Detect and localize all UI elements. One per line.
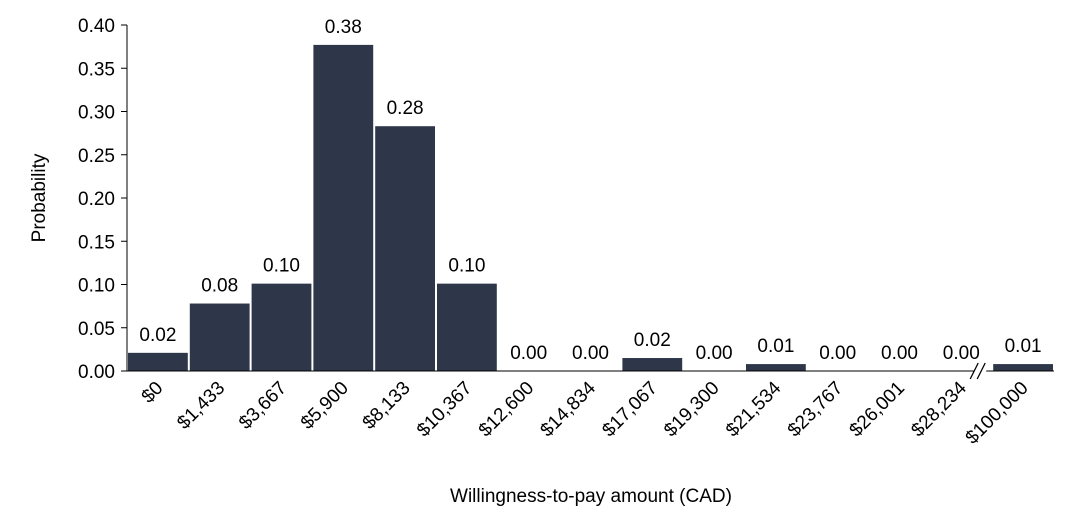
x-tick-label: $23,767 [784, 378, 847, 441]
data-label: 0.00 [819, 343, 856, 364]
y-tick-label: 0.20 [78, 189, 115, 210]
data-label: 0.28 [387, 98, 424, 119]
x-tick-label: $26,001 [846, 378, 909, 441]
x-tick-label: $8,133 [359, 378, 415, 434]
x-tick-label: $19,300 [660, 378, 723, 441]
bar [313, 44, 374, 372]
data-label: 0.10 [448, 256, 485, 277]
x-tick-label: $3,667 [235, 378, 291, 434]
x-tick-label: $28,234 [907, 377, 971, 441]
y-tick-label: 0.35 [78, 59, 115, 80]
data-label: 0.00 [696, 343, 733, 364]
x-tick-label: $17,067 [598, 378, 661, 441]
data-label: 0.02 [634, 330, 671, 351]
data-label: 0.00 [510, 343, 547, 364]
data-label: 0.10 [263, 256, 300, 277]
bar [622, 358, 683, 371]
bar [189, 303, 250, 371]
bar [375, 126, 435, 371]
x-tick-label: $10,367 [413, 378, 476, 441]
y-tick-label: 0.40 [78, 16, 115, 37]
x-tick-label: $21,534 [722, 377, 786, 441]
y-tick-label: 0.05 [78, 319, 115, 340]
data-label: 0.00 [572, 343, 609, 364]
y-tick-label: 0.00 [78, 362, 115, 383]
y-axis: 0.00 0.05 0.10 0.15 0.20 0.25 0.30 0.35 0.40 [78, 16, 128, 383]
data-label: 0.00 [943, 343, 980, 364]
y-tick-label: 0.30 [78, 103, 115, 124]
data-label: 0.00 [881, 343, 918, 364]
y-tick-label: 0.15 [78, 232, 115, 253]
axis-break-mark [969, 362, 979, 380]
x-tick-label: $12,600 [475, 378, 538, 441]
bar [251, 283, 312, 371]
x-tick-label: $5,900 [297, 378, 353, 434]
x-axis: $0 $1,433 $3,667 $5,900 $8,133$10,367$12,600… [127, 362, 1054, 449]
bar [128, 352, 188, 371]
data-label: 0.08 [201, 276, 238, 297]
bar [993, 364, 1053, 371]
bar [437, 283, 497, 371]
x-tick-label: $14,834 [537, 377, 601, 441]
x-tick-label: $100,000 [962, 378, 1033, 449]
data-label: 0.02 [139, 325, 176, 346]
y-tick-label: 0.10 [78, 276, 115, 297]
x-tick-label: $0 [138, 378, 168, 408]
x-axis-title: Willingness-to-pay amount (CAD) [450, 486, 732, 507]
data-label: 0.01 [1005, 336, 1042, 357]
x-tick-label: $1,433 [173, 378, 229, 434]
data-label: 0.01 [757, 336, 794, 357]
axis-break-mark [976, 362, 986, 380]
bars: 0.02 0.08 0.10 0.38 0.28 0.10 0.00 0.00 0.02 0.00… [128, 17, 1053, 372]
bar [746, 364, 806, 371]
y-tick-label: 0.25 [78, 146, 115, 167]
y-axis-title: Probability [29, 153, 50, 242]
data-label: 0.38 [325, 17, 362, 38]
